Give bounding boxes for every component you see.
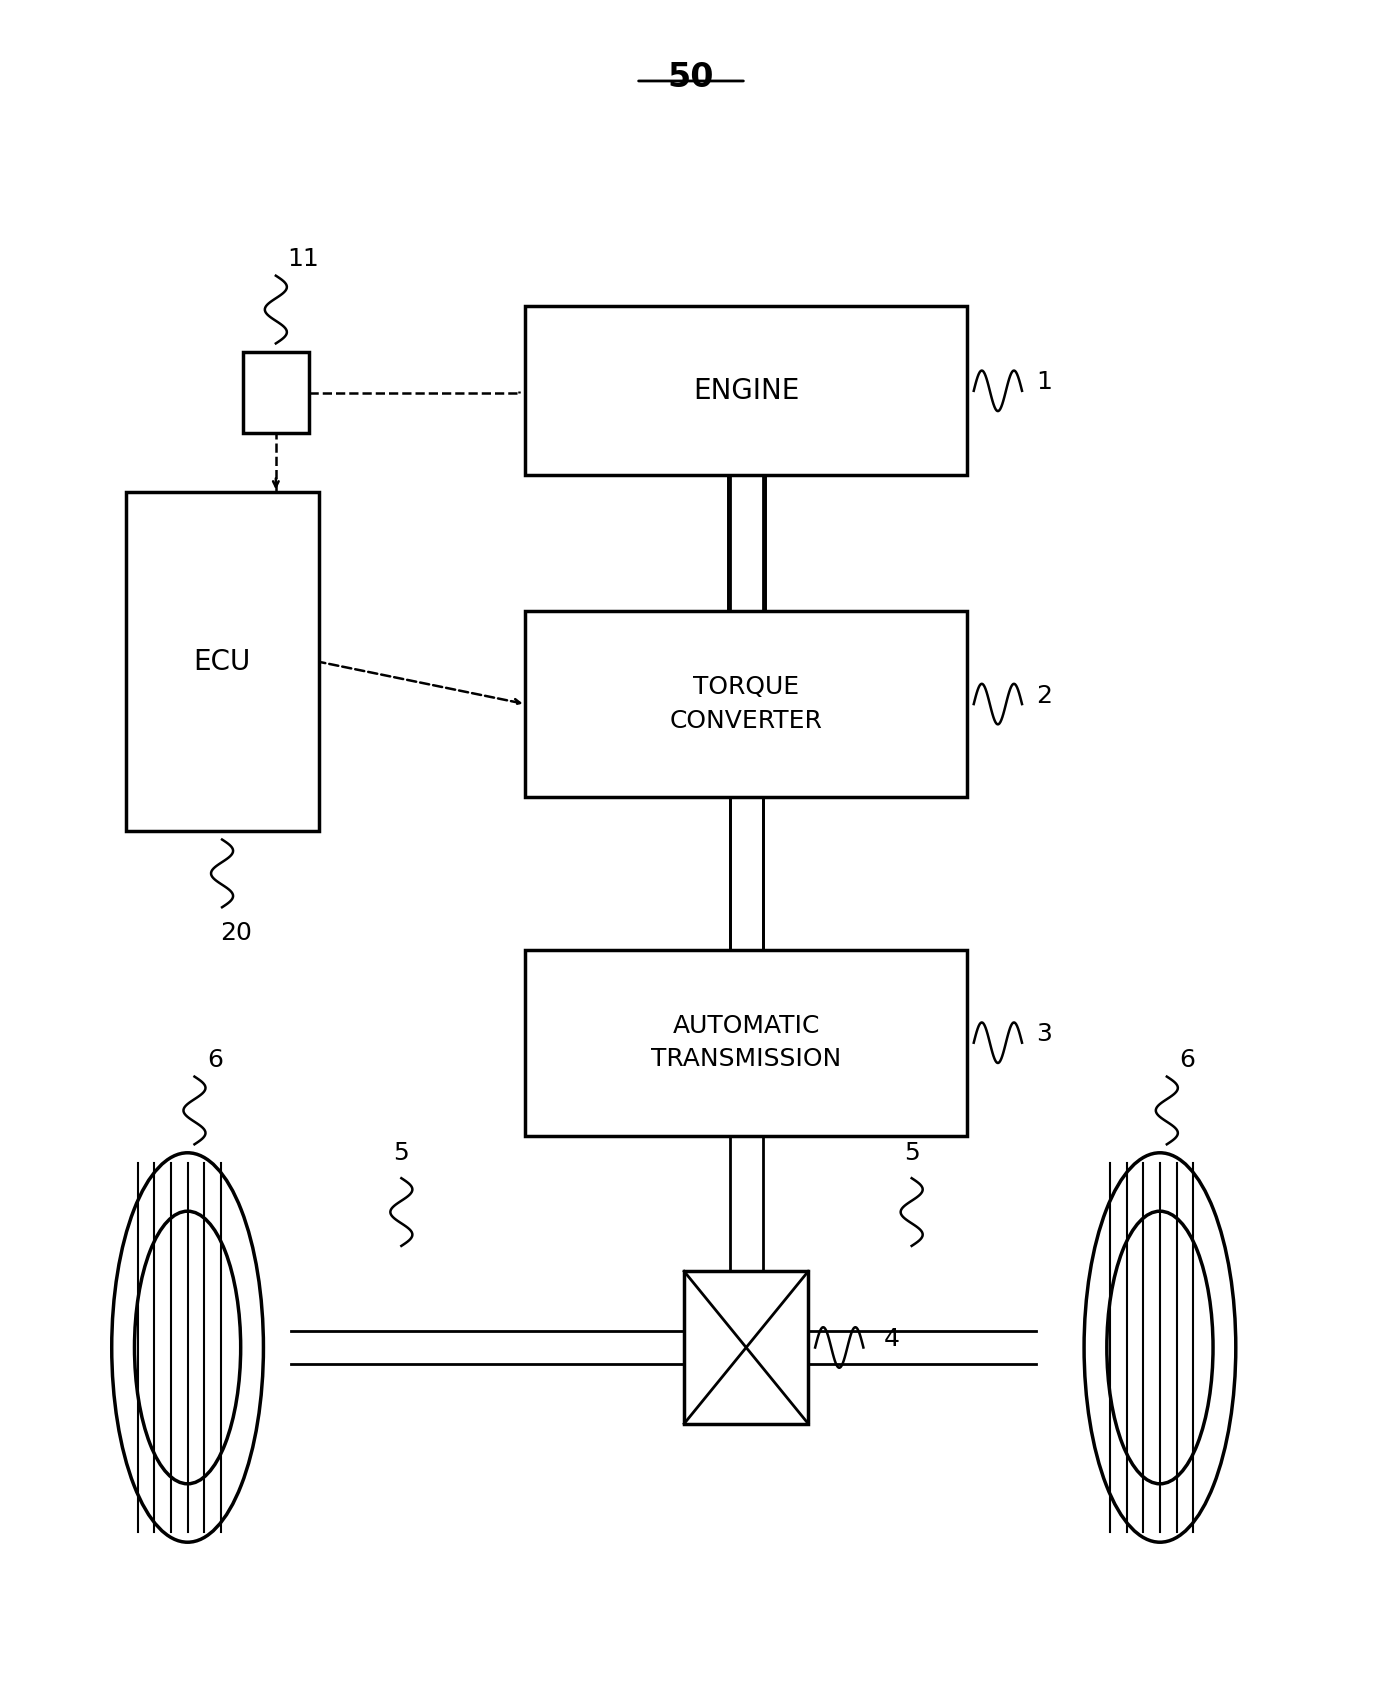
- Text: 20: 20: [220, 921, 252, 945]
- FancyBboxPatch shape: [126, 492, 319, 831]
- Ellipse shape: [134, 1211, 240, 1484]
- Text: ENGINE: ENGINE: [692, 377, 799, 405]
- Text: 11: 11: [287, 246, 319, 271]
- Text: 6: 6: [1179, 1048, 1195, 1072]
- Text: 2: 2: [1035, 683, 1052, 707]
- FancyBboxPatch shape: [525, 611, 967, 797]
- Text: TORQUE
CONVERTER: TORQUE CONVERTER: [670, 675, 822, 733]
- Text: 50: 50: [668, 61, 714, 93]
- Ellipse shape: [112, 1153, 264, 1542]
- FancyBboxPatch shape: [525, 950, 967, 1136]
- Ellipse shape: [1107, 1211, 1213, 1484]
- Ellipse shape: [1083, 1153, 1236, 1542]
- Bar: [243, 351, 310, 432]
- Text: 3: 3: [1035, 1023, 1052, 1046]
- Text: ECU: ECU: [193, 648, 250, 675]
- Text: AUTOMATIC
TRANSMISSION: AUTOMATIC TRANSMISSION: [651, 1014, 842, 1072]
- FancyBboxPatch shape: [525, 307, 967, 475]
- Text: 6: 6: [207, 1048, 223, 1072]
- Text: 4: 4: [884, 1326, 900, 1352]
- Bar: [684, 1272, 808, 1423]
- Text: 5: 5: [394, 1141, 409, 1165]
- Text: 5: 5: [904, 1141, 919, 1165]
- Text: 1: 1: [1035, 370, 1052, 395]
